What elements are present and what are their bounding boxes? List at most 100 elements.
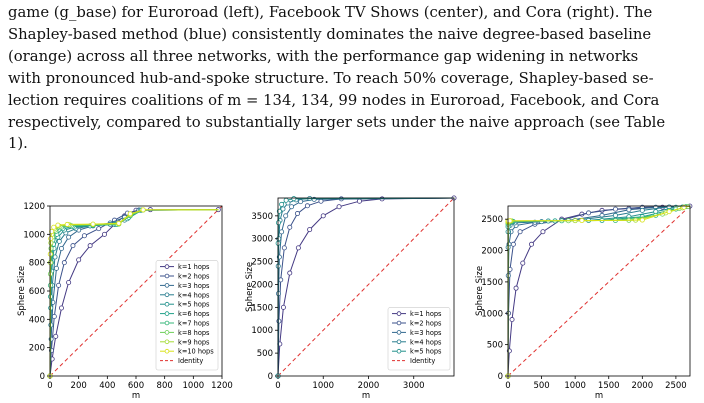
data-point — [116, 220, 122, 226]
legend-marker — [164, 283, 170, 288]
x-tick-label: 800 — [157, 381, 173, 391]
data-point — [520, 260, 526, 266]
legend-marker — [164, 311, 170, 316]
paragraph: game (g_base) for Euroroad (left), Faceb… — [8, 2, 696, 155]
legend-label: k=9 hops — [178, 338, 210, 346]
y-axis-label: Sphere Size — [17, 266, 27, 316]
y-tick-label: 2500 — [251, 258, 273, 268]
data-point — [320, 213, 326, 219]
y-tick-label: 1000 — [23, 230, 45, 240]
data-point — [276, 318, 282, 324]
data-point — [283, 197, 289, 203]
data-point — [101, 231, 107, 237]
data-point — [304, 203, 310, 209]
data-point — [283, 213, 289, 219]
legend-label: k=5 hops — [178, 301, 210, 309]
data-point — [666, 209, 672, 215]
y-tick-label: 0 — [268, 372, 273, 382]
data-point — [56, 282, 62, 288]
data-point — [626, 207, 632, 213]
data-point — [127, 211, 133, 217]
y-tick-label: 1000 — [481, 309, 503, 319]
y-tick-label: 400 — [29, 315, 45, 325]
chart-cora: 0 500 1000 1500 2000 2500 0 500 1000 1500 2000 2500… — [475, 203, 693, 400]
data-point — [96, 226, 102, 232]
text-line: lection requires coalitions of m = 134, … — [8, 91, 660, 109]
data-point — [586, 210, 592, 216]
x-axis-label: m — [595, 391, 603, 400]
data-point — [295, 245, 301, 251]
data-point — [336, 204, 342, 210]
x-tick-label: 200 — [71, 381, 87, 391]
x-tick-label: 0 — [47, 381, 52, 391]
x-tick-label: 2000 — [631, 381, 653, 391]
legend-marker — [164, 301, 170, 307]
legend-marker — [164, 330, 170, 335]
data-point — [289, 204, 295, 210]
data-point — [287, 270, 293, 276]
data-point — [298, 199, 304, 205]
legend-label: k=4 hops — [178, 291, 210, 299]
legend-marker — [164, 264, 170, 269]
data-point — [90, 221, 96, 227]
data-point — [87, 243, 93, 249]
x-tick-label: 0 — [275, 381, 280, 391]
data-point — [56, 238, 62, 244]
y-tick-label: 200 — [29, 344, 45, 354]
text-line: (orange) across all three networks, with… — [8, 47, 639, 65]
x-tick-label: 2000 — [358, 381, 380, 391]
y-axis-label: Sphere Size — [475, 266, 485, 316]
data-point — [53, 265, 59, 271]
data-point — [279, 229, 285, 235]
data-point — [639, 207, 645, 213]
y-tick-label: 2000 — [481, 247, 503, 257]
data-point — [307, 227, 313, 233]
legend-marker — [164, 273, 170, 279]
data-point — [287, 224, 293, 230]
data-point — [48, 236, 54, 242]
data-point — [517, 229, 523, 235]
data-point — [529, 241, 535, 247]
x-axis-label: m — [362, 391, 370, 400]
data-point — [356, 198, 362, 204]
data-point — [279, 201, 285, 207]
data-point — [509, 317, 515, 323]
text-line: 1). — [8, 135, 28, 153]
data-point — [55, 222, 61, 228]
y-tick-label: 500 — [487, 341, 503, 351]
data-point — [66, 234, 72, 240]
legend-label: k=6 hops — [178, 310, 210, 318]
x-tick-label: 2500 — [665, 381, 687, 391]
data-point — [53, 333, 59, 339]
x-tick-label: 500 — [533, 381, 549, 391]
text-line: respectively, compared to substantially … — [8, 113, 666, 131]
legend-marker — [396, 339, 402, 345]
text-line: game (g_base) for Euroroad (left), Faceb… — [8, 4, 653, 21]
legend-marker — [164, 320, 170, 326]
data-point — [64, 221, 70, 227]
legend-label: k=10 hops — [178, 348, 214, 356]
identity-line — [49, 205, 223, 377]
y-tick-label: 2500 — [481, 215, 503, 225]
legend-label: k=7 hops — [178, 320, 210, 328]
y-tick-label: 1500 — [251, 303, 273, 313]
legend-marker — [396, 348, 402, 354]
data-point — [275, 220, 281, 226]
legend-label: k=8 hops — [178, 329, 210, 337]
legend-box — [155, 260, 219, 371]
text-line: with pronounced hub-and-spoke structure.… — [8, 69, 654, 87]
legend-marker — [396, 311, 402, 316]
data-point — [66, 280, 72, 286]
legend-label: k=1 hops — [178, 263, 210, 271]
data-point — [507, 218, 513, 224]
data-point — [280, 304, 286, 310]
x-tick-label: 1000 — [564, 381, 586, 391]
x-tick-label: 1200 — [211, 381, 233, 391]
data-point — [140, 207, 146, 213]
legend-label-identity: Identity — [178, 357, 203, 365]
data-point — [612, 206, 618, 212]
data-point — [61, 260, 67, 266]
data-point — [58, 246, 64, 252]
text-line: Shapley-based method (blue) consistently… — [8, 25, 652, 43]
y-tick-label: 0 — [498, 372, 503, 382]
